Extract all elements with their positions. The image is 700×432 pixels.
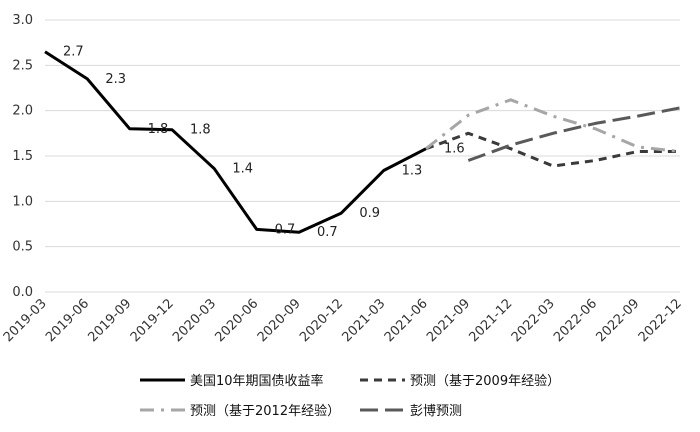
data-point — [636, 145, 640, 149]
data-point — [509, 147, 513, 151]
data-label: 1.6 — [444, 142, 465, 157]
data-point — [551, 164, 555, 168]
x-tick-label: 2022-12 — [636, 296, 685, 345]
x-tick-label: 2020-03 — [170, 296, 219, 345]
x-tick-label: 2022-03 — [509, 296, 558, 345]
data-point — [43, 50, 47, 54]
y-tick-label: 2.5 — [12, 58, 33, 73]
data-point — [551, 114, 555, 118]
data-point — [170, 128, 174, 132]
data-label: 0.9 — [359, 206, 380, 221]
data-point — [636, 150, 640, 154]
x-tick-label: 2021-06 — [382, 296, 431, 345]
data-point — [85, 77, 89, 81]
data-point — [128, 127, 132, 131]
legend-label: 美国10年期国债收益率 — [190, 373, 324, 389]
x-tick-label: 2019-03 — [1, 296, 50, 345]
data-label: 1.8 — [190, 123, 211, 138]
data-point — [593, 127, 597, 131]
x-tick-label: 2021-12 — [466, 296, 515, 345]
data-point — [509, 143, 513, 147]
data-point — [466, 113, 470, 117]
data-label: 1.3 — [402, 164, 423, 179]
x-tick-label: 2020-06 — [212, 296, 261, 345]
data-label: 0.7 — [275, 222, 296, 237]
data-point — [593, 121, 597, 125]
x-tick-label: 2021-09 — [424, 296, 473, 345]
x-tick-label: 2022-09 — [593, 296, 642, 345]
series-line-3 — [467, 106, 681, 162]
data-label: 1.4 — [232, 162, 253, 177]
legend-label: 预测（基于2009年经验） — [410, 373, 560, 389]
data-point — [424, 147, 428, 151]
y-tick-label: 2.0 — [12, 104, 33, 119]
x-tick-label: 2020-09 — [255, 296, 304, 345]
legend-label: 彭博预测 — [410, 404, 462, 419]
data-point — [678, 150, 682, 154]
x-tick-label: 2021-03 — [339, 296, 388, 345]
y-tick-label: 0.5 — [12, 240, 33, 255]
series-line-0 — [44, 50, 427, 234]
y-tick-label: 1.0 — [12, 194, 33, 209]
data-label: 2.3 — [105, 72, 126, 87]
data-label: 0.7 — [317, 225, 338, 240]
y-tick-label: 3.0 — [12, 13, 33, 28]
legend-label: 预测（基于2012年经验） — [190, 403, 340, 419]
series-line-1 — [425, 131, 680, 168]
y-tick-label: 0.0 — [12, 285, 33, 300]
data-point — [509, 98, 513, 102]
data-point — [339, 211, 343, 215]
data-label: 2.7 — [63, 45, 84, 60]
data-point — [297, 230, 301, 234]
data-point — [551, 131, 555, 135]
y-tick-label: 1.5 — [12, 149, 33, 164]
x-tick-label: 2022-06 — [551, 296, 600, 345]
data-point — [255, 227, 259, 231]
data-point — [593, 159, 597, 163]
data-point — [466, 131, 470, 135]
data-point — [678, 106, 682, 110]
data-point — [636, 114, 640, 118]
series-line-2 — [425, 98, 681, 153]
data-point — [212, 167, 216, 171]
data-point — [382, 169, 386, 173]
x-tick-label: 2020-12 — [297, 296, 346, 345]
data-label: 1.8 — [148, 122, 169, 137]
data-point — [466, 159, 470, 163]
x-tick-label: 2019-06 — [43, 296, 92, 345]
x-tick-label: 2019-12 — [128, 296, 177, 345]
x-tick-label: 2019-09 — [85, 296, 134, 345]
